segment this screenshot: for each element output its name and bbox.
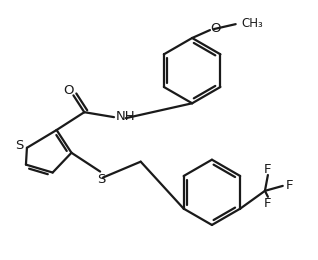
Text: CH₃: CH₃	[242, 17, 263, 30]
Text: O: O	[211, 22, 221, 35]
Text: O: O	[63, 84, 74, 97]
Text: NH: NH	[116, 110, 135, 123]
Text: F: F	[264, 197, 272, 210]
Text: S: S	[15, 139, 23, 152]
Text: F: F	[286, 179, 294, 192]
Text: F: F	[264, 162, 272, 176]
Text: S: S	[97, 173, 105, 186]
